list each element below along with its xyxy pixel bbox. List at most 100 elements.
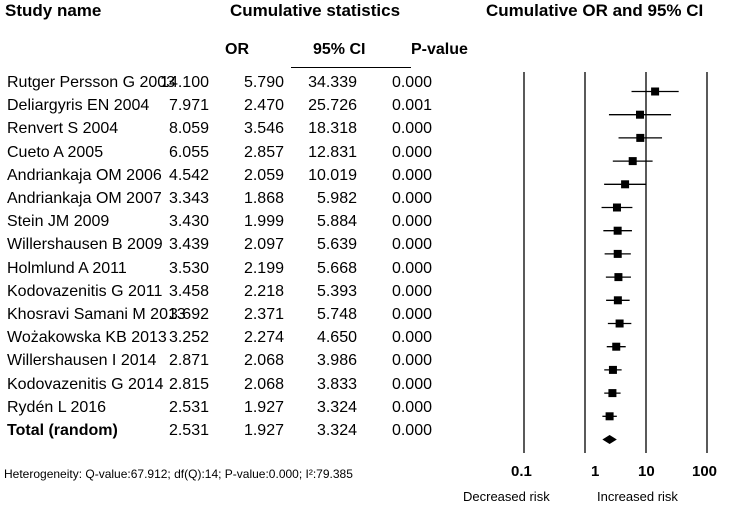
or-value: 3.439 [168,236,209,254]
pvalue-column-header: P-value [411,41,468,58]
p-value: 0.000 [391,74,432,91]
ci-upper: 5.668 [316,259,357,277]
table-row: Wożakowska KB 2013 3.252 2.274 4.650 0.000 [0,329,500,352]
ci-upper: 34.339 [308,74,357,91]
or-value: 7.971 [168,97,209,115]
summary-diamond [602,435,617,444]
table-row: Holmlund A 2011 3.530 2.199 5.668 0.000 [0,260,500,283]
or-point [635,110,644,119]
ci-lower: 3.546 [243,120,284,138]
or-value: 2.531 [168,398,209,416]
tick-label-10: 10 [638,463,655,480]
ci-lower: 2.097 [243,236,284,254]
study-name: Willershausen I 2014 [7,352,157,370]
ci-lower: 1.927 [243,398,284,416]
cumulative-statistics-header: Cumulative statistics [230,1,401,20]
ci-lower: 1.868 [243,190,284,207]
p-value: 0.000 [391,398,432,416]
p-value: 0.000 [391,352,432,370]
or-value: 3.430 [168,213,209,231]
or-point [612,203,621,212]
ci-lower: 5.790 [243,74,284,91]
total-row: Total (random) 2.531 1.927 3.324 0.000 [0,422,500,445]
p-value: 0.000 [391,259,432,277]
table-row: Andriankaja OM 2006 4.542 2.059 10.019 0.000 [0,167,500,190]
p-value: 0.001 [391,97,432,115]
or-value: 2.871 [168,352,209,370]
table-row: Andriankaja OM 2007 3.343 1.868 5.982 0.000 [0,190,500,213]
study-name: Kodovazenitis G 2014 [7,375,164,393]
study-name: Andriankaja OM 2006 [7,166,162,184]
p-value: 0.000 [391,143,432,161]
or-point [608,365,617,374]
table-row: Cueto A 2005 6.055 2.857 12.831 0.000 [0,144,500,167]
table-row: Stein JM 2009 3.430 1.999 5.884 0.000 [0,213,500,236]
study-name: Holmlund A 2011 [7,259,127,277]
study-name: Cueto A 2005 [7,143,104,161]
ci-upper: 3.833 [316,375,357,393]
or-point [636,133,645,142]
or-value: 3.458 [168,282,209,300]
table-row: Renvert S 2004 8.059 3.546 18.318 0.000 [0,120,500,143]
table-row: Kodovazenitis G 2011 3.458 2.218 5.393 0.000 [0,283,500,306]
tick-label-100: 100 [692,463,718,480]
p-value: 0.000 [391,375,432,393]
or-value: 8.059 [168,120,209,138]
ci-header-rule [291,67,411,68]
or-value: 4.542 [168,166,209,184]
ci-lower: 2.274 [243,329,284,347]
study-name: Andriankaja OM 2007 [7,190,162,207]
p-value: 0.000 [391,282,432,300]
ci-lower: 2.218 [243,282,284,300]
p-value: 0.000 [391,422,432,439]
table-row: Deliargyris EN 2004 7.971 2.470 25.726 0.001 [0,97,500,120]
ci-upper: 12.831 [308,143,357,161]
heterogeneity-stats: Heterogeneity: Q-value:67.912; df(Q):14;… [4,467,353,481]
p-value: 0.000 [391,190,432,207]
ci-lower: 2.059 [243,166,284,184]
ci-upper: 18.318 [308,120,357,138]
or-value: 3.343 [168,190,209,207]
ci-lower: 2.068 [243,352,284,370]
decreased-risk-label: Decreased risk [463,489,550,504]
study-name: Khosravi Samani M 2013 [7,306,186,323]
study-name: Deliargyris EN 2004 [7,97,150,115]
ci-upper: 3.324 [316,398,357,416]
study-name: Renvert S 2004 [7,120,119,138]
or-value: 14.100 [160,74,209,91]
or-value: 3.692 [168,306,209,323]
ci-upper: 3.986 [316,352,357,370]
p-value: 0.000 [391,306,432,323]
ci-upper: 10.019 [308,166,357,184]
study-name: Wożakowska KB 2013 [7,329,167,347]
ci-column-header: 95% CI [313,41,366,58]
p-value: 0.000 [391,236,432,254]
ci-lower: 1.999 [243,213,284,231]
study-name: Total (random) [7,422,118,439]
or-point [612,342,621,351]
p-value: 0.000 [391,166,432,184]
study-name: Kodovazenitis G 2011 [7,282,163,300]
p-value: 0.000 [391,120,432,138]
table-row: Kodovazenitis G 2014 2.815 2.068 3.833 0.000 [0,376,500,399]
study-name: Willershausen B 2009 [7,236,163,254]
study-name-header: Study name [5,1,102,20]
ci-upper: 3.324 [316,422,357,439]
ci-upper: 5.748 [316,306,357,323]
ci-lower: 2.470 [243,97,284,115]
or-value: 2.531 [168,422,209,439]
increased-risk-label: Increased risk [597,489,678,504]
cumulative-or-header: Cumulative OR and 95% CI [486,1,704,20]
or-point [621,180,630,189]
p-value: 0.000 [391,329,432,347]
table-row: Khosravi Samani M 2013 3.692 2.371 5.748 0.0… [0,306,500,329]
or-value: 3.530 [168,259,209,277]
or-point [613,296,622,305]
or-point [605,412,614,421]
or-column-header: OR [225,41,249,58]
or-point [613,226,622,235]
or-point [651,87,660,96]
or-value: 3.252 [168,329,209,347]
ci-upper: 25.726 [308,97,357,115]
